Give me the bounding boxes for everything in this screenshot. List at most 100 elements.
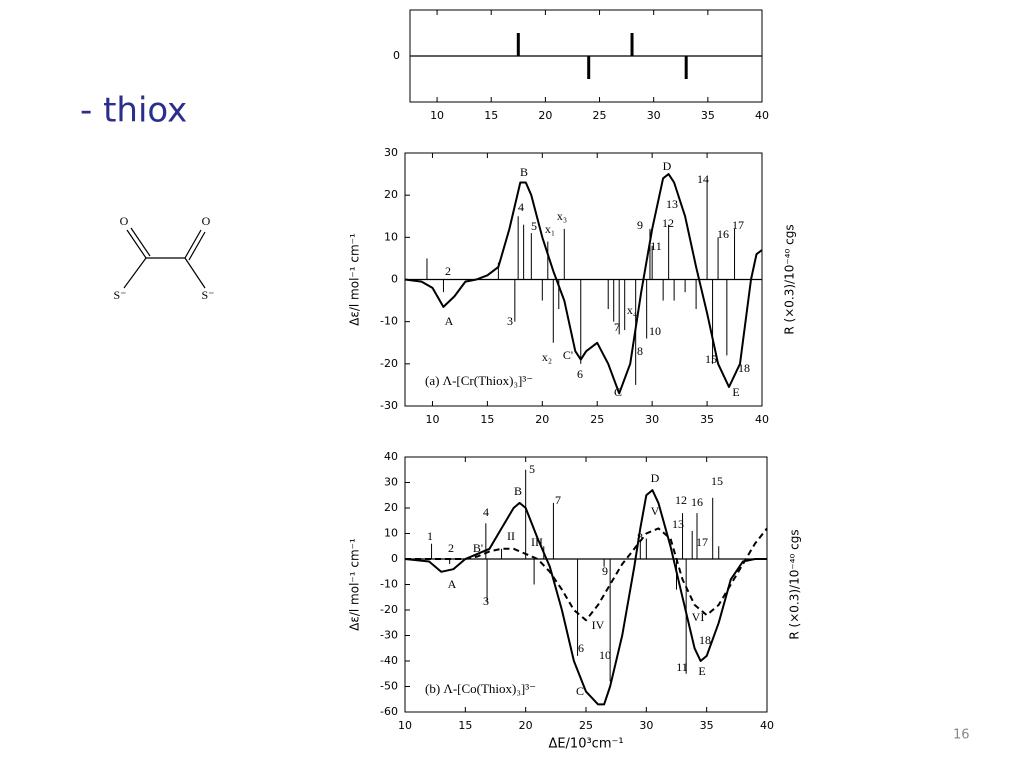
annotation: A — [448, 577, 457, 591]
annotation: 9 — [602, 564, 608, 578]
y-tick-label: -20 — [380, 603, 398, 616]
annotation: x₁ — [545, 222, 555, 236]
x-tick-label: 35 — [700, 719, 714, 732]
y2-axis-label: R (×0.3)/10⁻⁴⁰ cgs — [788, 529, 802, 639]
y-tick-label: 0 — [391, 552, 398, 565]
annotation: D — [651, 471, 660, 485]
atom: O — [120, 214, 129, 228]
y2-axis-label: R (×0.3)/10⁻⁴⁰ cgs — [783, 224, 797, 334]
annotation: 15 — [705, 352, 717, 366]
annotation: III — [531, 535, 543, 549]
annotation: IV — [592, 618, 605, 632]
annotation: 16 — [691, 495, 703, 509]
bond — [184, 229, 202, 259]
y-tick-label: 0 — [393, 49, 400, 62]
annotation: x₂ — [542, 350, 552, 364]
x-axis-label: ΔE/10³cm⁻¹ — [548, 737, 623, 752]
annotation: 14 — [697, 172, 709, 186]
annotation: 18 — [699, 633, 711, 647]
y-tick-label: 20 — [384, 188, 398, 201]
chart-label: (b) Λ-[Co(Thiox)₃]³⁻ — [425, 681, 536, 696]
annotation: 17 — [732, 218, 744, 232]
annotation: 4 — [518, 200, 524, 214]
page-number: 16 — [953, 728, 970, 743]
annotation: 5 — [531, 219, 537, 233]
annotation: 12 — [662, 216, 674, 230]
annotation: B — [514, 484, 522, 498]
x-tick-label: 25 — [590, 413, 604, 426]
atom: O — [202, 214, 211, 228]
molecule — [123, 227, 206, 289]
annotation: 11 — [676, 660, 688, 674]
annotation: 2 — [448, 541, 454, 555]
x-tick-label: 15 — [458, 719, 472, 732]
bond — [126, 229, 147, 259]
annotation: 10 — [649, 324, 661, 338]
slide-title: - thiox — [80, 91, 187, 131]
curve — [404, 173, 763, 395]
annotation: E — [698, 664, 705, 678]
x-tick-label: 40 — [755, 413, 769, 426]
y-tick-label: -20 — [380, 357, 398, 370]
annotation: 9 — [637, 218, 643, 232]
y-tick-label: -40 — [380, 654, 398, 667]
bond — [123, 257, 147, 289]
annotation: C — [576, 684, 584, 698]
y-tick-label: -30 — [380, 399, 398, 412]
annotation: 4 — [483, 505, 489, 519]
x-tick-label: 20 — [535, 413, 549, 426]
annotation: 11 — [650, 239, 662, 253]
y-tick-label: 10 — [384, 230, 398, 243]
atom: S⁻ — [113, 288, 126, 302]
annotation: 8 — [637, 530, 643, 544]
x-tick-label: 15 — [480, 413, 494, 426]
x-tick-label: 30 — [639, 719, 653, 732]
annotation: A — [445, 314, 454, 328]
x-tick-label: 40 — [760, 719, 774, 732]
x-tick-label: 15 — [484, 109, 498, 122]
y-axis-label: Δε/l mol⁻¹ cm⁻¹ — [348, 233, 362, 326]
y-tick-label: -50 — [380, 680, 398, 693]
x-tick-label: 25 — [593, 109, 607, 122]
y-tick-label: 30 — [384, 476, 398, 489]
x-tick-label: 10 — [430, 109, 444, 122]
annotation: VI — [692, 610, 705, 624]
annotation: 15 — [711, 474, 723, 488]
y-tick-label: -60 — [380, 705, 398, 718]
annotation: 3 — [483, 594, 489, 608]
annotation: 1 — [427, 529, 433, 543]
annotation: D — [663, 159, 672, 173]
annotation: E — [732, 385, 739, 399]
annotation: C' — [563, 348, 573, 362]
chart-label: (a) Λ-[Cr(Thiox)₃]³⁻ — [425, 373, 533, 388]
y-tick-label: -30 — [380, 629, 398, 642]
annotation: 2 — [445, 264, 451, 278]
y-tick-label: -10 — [380, 578, 398, 591]
annotation: 12 — [675, 493, 687, 507]
bond — [184, 257, 206, 289]
y-tick-label: -10 — [380, 315, 398, 328]
annotation: 7 — [614, 320, 620, 334]
x-tick-label: 20 — [519, 719, 533, 732]
x-tick-label: 30 — [647, 109, 661, 122]
x-tick-label: 35 — [701, 109, 715, 122]
annotation: 17 — [696, 535, 708, 549]
x-tick-label: 30 — [645, 413, 659, 426]
annotation: x₄ — [627, 303, 637, 317]
annotation: II — [507, 529, 515, 543]
annotation: 3 — [507, 314, 513, 328]
x-tick-label: 10 — [398, 719, 412, 732]
annotation: B — [520, 165, 528, 179]
x-tick-label: 35 — [700, 413, 714, 426]
annotation: 16 — [717, 227, 729, 241]
annotation: 10 — [599, 648, 611, 662]
annotation: C — [614, 385, 622, 399]
annotation: 5 — [529, 462, 535, 476]
annotation: V — [651, 504, 660, 518]
y-tick-label: 0 — [391, 273, 398, 286]
annotation: 8 — [637, 344, 643, 358]
x-tick-label: 25 — [579, 719, 593, 732]
y-tick-label: 40 — [384, 450, 398, 463]
